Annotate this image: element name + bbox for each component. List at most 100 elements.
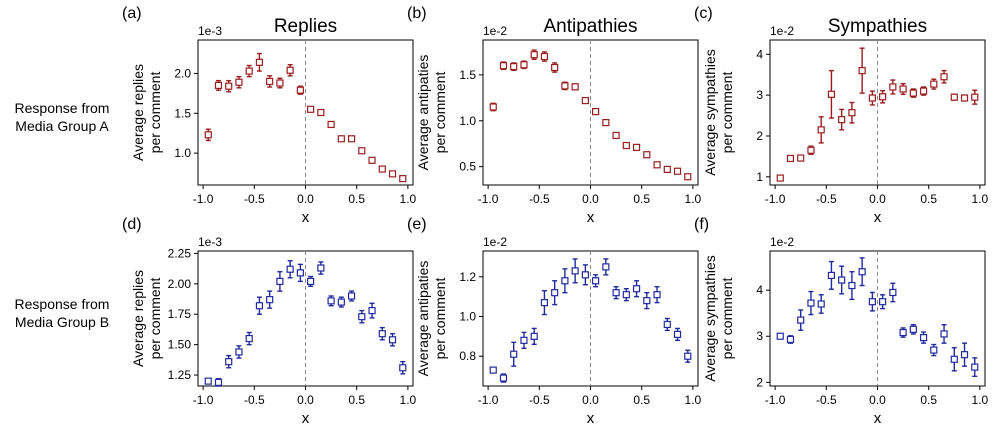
x-tick-label: -1.0 [478, 393, 499, 407]
data-point [909, 324, 917, 335]
square-marker [266, 296, 274, 304]
data-point [868, 90, 876, 106]
data-point [235, 345, 243, 359]
y-axis-label-line2: per comment [432, 72, 448, 154]
data-point [868, 291, 876, 312]
square-marker [276, 79, 284, 87]
y-axis-label-line1: Average replies [130, 270, 146, 367]
square-marker [653, 291, 661, 299]
square-marker [643, 151, 651, 159]
square-marker [378, 330, 386, 338]
data-point [245, 331, 253, 346]
square-marker [879, 298, 887, 306]
square-marker [235, 78, 243, 86]
x-axis-label: x [874, 410, 882, 427]
square-marker [225, 358, 233, 366]
data-point [950, 347, 958, 372]
data-point [399, 175, 407, 183]
data-point [551, 280, 559, 306]
data-point [368, 302, 376, 319]
axis-exponent-label: 1e-3 [198, 24, 222, 38]
data-point [255, 296, 264, 315]
square-marker [358, 147, 366, 155]
y-axis-label-line2: per comment [432, 278, 448, 360]
square-marker [622, 141, 630, 150]
data-point [684, 173, 692, 181]
row-label-a-line2: Media Group A [15, 118, 109, 134]
square-marker [571, 83, 579, 91]
y-tick-label: 3 [756, 329, 763, 343]
x-tick-label: 1.0 [972, 393, 989, 407]
chart-panel-5: -1.0 -0.5 0.0 0.5 1.0 2 3 4 1e-2 x Average sympath… [694, 216, 989, 427]
square-marker [632, 285, 641, 293]
y-axis-label-line1: Average antipaties [415, 261, 431, 377]
axis-exponent-label: 1e-2 [483, 235, 507, 249]
square-marker [858, 67, 866, 75]
data-point [776, 174, 784, 182]
data-point [337, 296, 345, 308]
data-point [838, 265, 846, 295]
square-marker [225, 82, 233, 90]
data-point [673, 327, 682, 342]
data-point [971, 89, 979, 105]
square-marker [909, 89, 917, 97]
data-point [889, 79, 897, 95]
data-point [399, 360, 407, 375]
data-point [786, 154, 795, 163]
data-point [255, 52, 264, 72]
data-point [940, 69, 948, 84]
square-marker [337, 298, 345, 306]
data-point [540, 290, 549, 316]
y-axis-label-line2: per comment [719, 278, 735, 360]
square-marker [622, 291, 630, 299]
square-marker [673, 167, 682, 175]
y-axis-label: Average antipaties per comment [415, 261, 448, 377]
square-marker [786, 335, 795, 344]
x-tick-label: 0.0 [869, 393, 886, 407]
data-point [540, 51, 549, 62]
square-marker [838, 276, 846, 284]
data-point [489, 102, 497, 112]
y-tick-label: 1.5 [459, 68, 476, 82]
x-tick-label: 0.0 [297, 393, 314, 407]
y-axis-label-line2: per comment [719, 72, 735, 154]
square-marker [307, 277, 315, 286]
data-point [807, 145, 815, 156]
square-marker [204, 377, 212, 385]
data-point [643, 291, 651, 310]
x-axis-label: x [302, 209, 310, 226]
data-point [561, 268, 569, 294]
data-point [930, 78, 938, 90]
square-marker [368, 306, 376, 315]
square-marker [204, 131, 212, 139]
y-tick-label: 1.5 [174, 106, 191, 120]
x-tick-label: 1.0 [972, 192, 989, 206]
data-point [225, 354, 233, 369]
y-tick-label: 0.5 [459, 160, 476, 174]
data-point [899, 327, 907, 338]
data-point [940, 324, 948, 344]
y-axis-label: Average sympathies per comment [702, 49, 735, 176]
square-marker [551, 63, 559, 72]
data-point [530, 327, 538, 346]
x-tick-label: 1.0 [685, 393, 702, 407]
row-label-b-line2: Media Group B [15, 314, 109, 330]
square-marker [592, 107, 600, 116]
panel-letter: (b) [407, 5, 427, 22]
data-point [602, 258, 610, 276]
data-point [684, 349, 692, 363]
square-marker [499, 374, 508, 382]
data-point [499, 373, 508, 383]
x-tick-label: -1.0 [193, 192, 214, 206]
square-marker [950, 93, 958, 101]
panel-title: Antipathies [543, 16, 637, 37]
square-marker [307, 105, 315, 113]
x-tick-label: -1.0 [478, 192, 499, 206]
square-marker [868, 94, 876, 102]
data-point [286, 63, 294, 77]
data-point [632, 280, 641, 298]
data-point [307, 275, 315, 287]
square-marker [663, 320, 671, 329]
square-marker [540, 52, 549, 61]
data-point [612, 286, 620, 300]
